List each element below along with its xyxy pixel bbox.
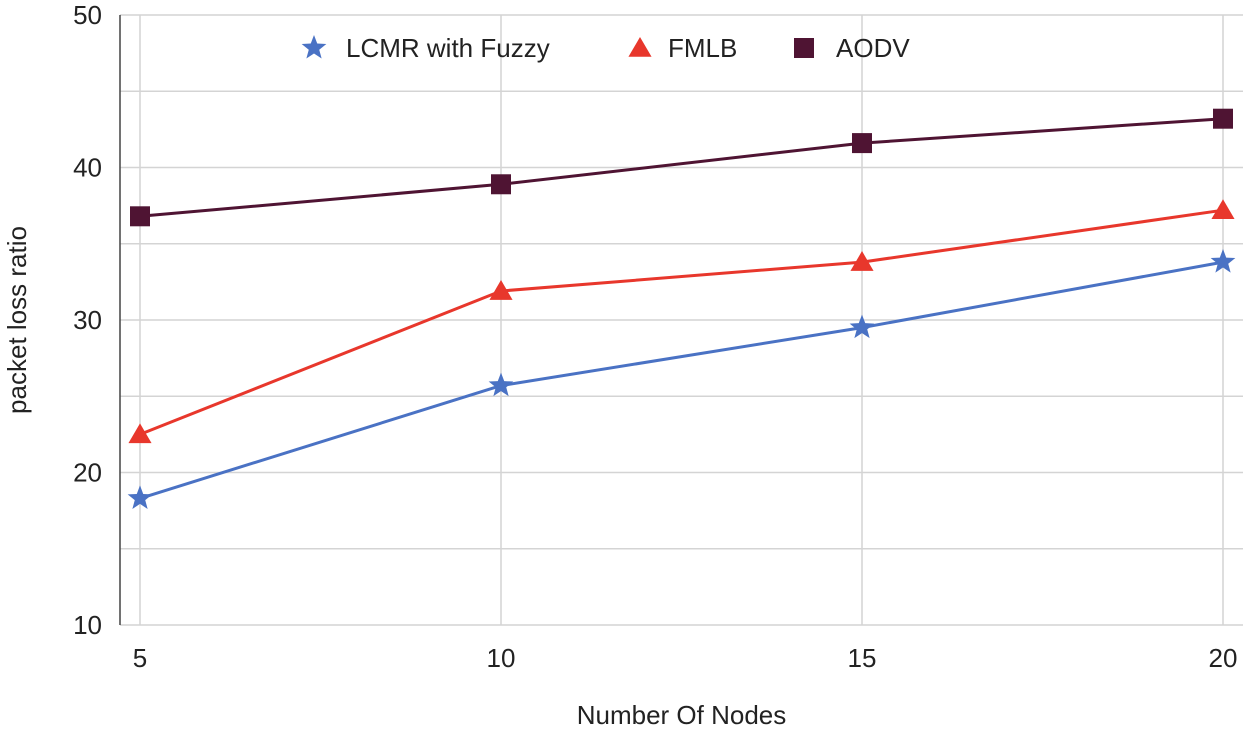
x-axis-title: Number Of Nodes: [577, 700, 787, 729]
data-point-fmlb: [489, 280, 513, 300]
legend-marker-lcmr-with-fuzzy: [301, 35, 327, 59]
series-line-fmlb: [139, 208, 1224, 436]
data-point-aodv: [852, 133, 872, 154]
x-tick-label: 20: [1209, 643, 1238, 673]
tick-labels: 10 20 30 40 50 5 10 15 20: [73, 0, 1237, 673]
data-point-fmlb: [850, 251, 874, 271]
y-tick-label: 20: [73, 458, 102, 488]
legend-label-fmlb: FMLB: [668, 33, 737, 63]
series-lcmr-with-fuzzy: [127, 249, 1236, 509]
series-aodv: [130, 108, 1233, 227]
legend-marker-aodv: [794, 38, 814, 58]
x-tick-label: 15: [848, 643, 877, 673]
data-point-lcmr-with-fuzzy: [849, 314, 875, 339]
x-tick-label: 10: [487, 643, 516, 673]
grid: [119, 14, 1243, 626]
data-point-lcmr-with-fuzzy: [488, 372, 514, 397]
series-fmlb: [128, 199, 1235, 444]
series-line-lcmr-with-fuzzy: [139, 260, 1224, 500]
legend-label-lcmr-with-fuzzy: LCMR with Fuzzy: [346, 33, 550, 63]
data-point-lcmr-with-fuzzy: [127, 485, 153, 509]
legend-item-lcmr-with-fuzzy: LCMR with Fuzzy: [301, 33, 550, 63]
y-tick-label: 30: [73, 305, 102, 335]
y-tick-label: 10: [73, 610, 102, 640]
y-axis-title: packet loss ratio: [2, 226, 32, 414]
legend-item-fmlb: FMLB: [628, 33, 737, 63]
legend-item-aodv: AODV: [794, 33, 910, 63]
series-line-aodv: [139, 117, 1224, 218]
data-point-fmlb: [1211, 199, 1235, 219]
data-point-lcmr-with-fuzzy: [1210, 249, 1236, 273]
x-tick-label: 5: [133, 643, 147, 673]
legend-marker-fmlb: [628, 37, 652, 57]
y-tick-label: 50: [73, 0, 102, 30]
data-point-aodv: [1213, 108, 1233, 129]
data-point-aodv: [491, 174, 511, 195]
data-point-fmlb: [128, 423, 152, 444]
y-tick-label: 40: [73, 153, 102, 183]
legend-label-aodv: AODV: [836, 33, 910, 63]
legend: LCMR with Fuzzy FMLB AODV: [301, 33, 910, 63]
data-point-aodv: [130, 206, 150, 227]
series-layer: [127, 108, 1236, 509]
